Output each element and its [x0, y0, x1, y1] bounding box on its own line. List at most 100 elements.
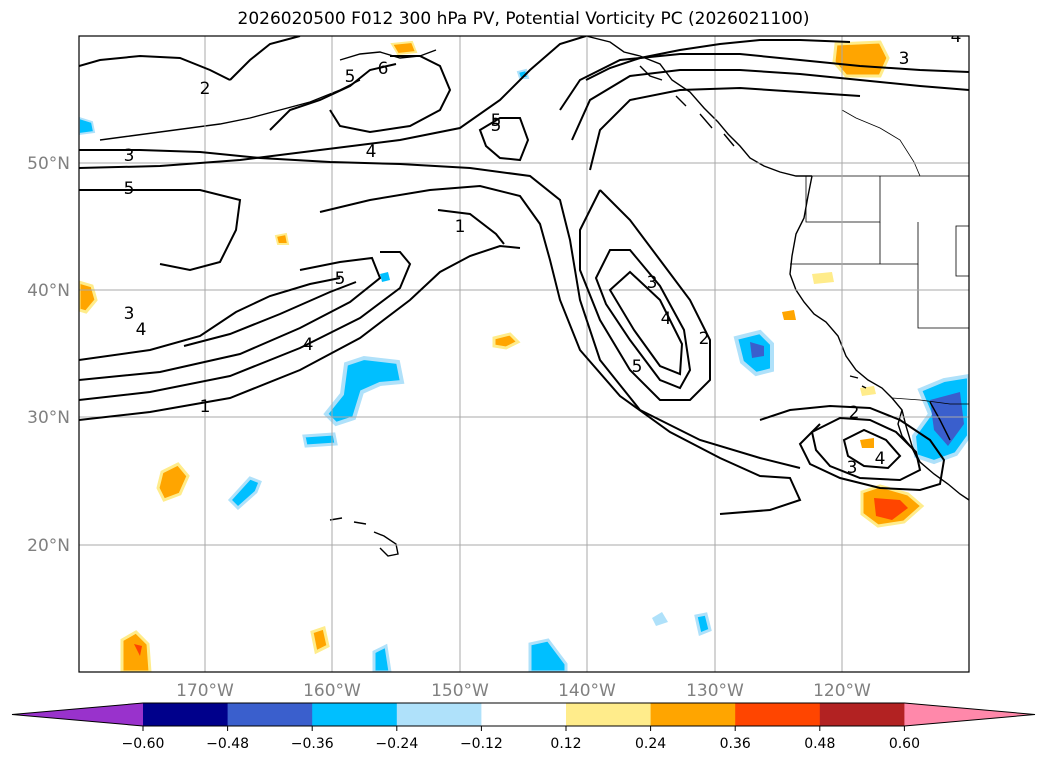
contour-3-jet [79, 256, 382, 381]
colorbar-tick-label: 0.12 [550, 736, 581, 752]
coast-westcoast [789, 175, 969, 501]
border-us-mexico [891, 397, 969, 405]
contour-mex-4 [842, 428, 902, 470]
contour-north-4 [79, 36, 587, 169]
contour-trough-2 [559, 53, 969, 111]
fill-positive-small7 [860, 386, 876, 396]
contour-6 [329, 55, 452, 134]
fill-negative-hawaii-n2 [302, 432, 338, 448]
contour-trough-inner-a [579, 189, 711, 401]
colorbar-segment [650, 703, 736, 726]
contour-label: 3 [899, 49, 910, 69]
colorbar-extend-max [904, 703, 1035, 726]
contour-label: 4 [136, 320, 147, 340]
contour-east-trough-outer [585, 39, 851, 81]
fill-negative-ca-core [750, 342, 764, 358]
fill-negative-tiny2 [380, 272, 390, 282]
coastlines [99, 36, 969, 557]
colorbar-tick-label: −0.48 [206, 736, 249, 752]
fill-positive-bottom-core [134, 644, 142, 656]
fill-negative-south2 [372, 643, 392, 672]
contour-north-5 [79, 189, 242, 272]
fill-positive-small1 [310, 626, 330, 655]
contour-small-5 [478, 117, 530, 162]
contour-label: 5 [491, 116, 502, 136]
colorbar-segment [396, 703, 482, 726]
fill-positive-small3 [812, 272, 834, 284]
colorbar-tick-label: −0.12 [460, 736, 503, 752]
border-states3 [917, 225, 969, 329]
fill-negative-tiny [516, 68, 530, 79]
contour-label: 1 [455, 217, 466, 237]
colorbar-tick-label: −0.24 [375, 736, 418, 752]
pv-contours [79, 36, 969, 515]
lat-label-50n: 50°N [27, 154, 70, 174]
contour-label: 5 [124, 179, 135, 199]
coast-bc-islands [639, 65, 735, 147]
fill-positive-small2 [492, 332, 521, 350]
contour-east-arm-1 [319, 184, 802, 515]
colorbar-segment [819, 703, 905, 726]
contour-4-jet [79, 277, 341, 361]
contour-labels: 2 3 5 4 5 6 5 3 5 4 3 4 4 1 1 5 3 4 2 5 … [124, 36, 962, 478]
contour-5-jet [183, 281, 357, 347]
contour-north-3 [79, 149, 801, 469]
fill-positive-bottom [120, 630, 152, 672]
fill-negative-south1 [528, 638, 568, 672]
contour-label: 4 [366, 142, 377, 162]
contour-label: 5 [632, 357, 643, 377]
lon-label-120w: 120°W [813, 681, 871, 701]
contour-label: 4 [875, 449, 886, 469]
colorbar-tick-label: 0.24 [635, 736, 666, 752]
fill-positive-small8 [860, 438, 874, 448]
contour-label: 3 [124, 304, 135, 324]
contour-label: 1 [200, 397, 211, 417]
map-border [78, 35, 970, 673]
border-states1 [805, 176, 881, 223]
map-title: 2026020500 F012 300 hPa PV, Potential Vo… [237, 9, 810, 29]
pv-anomaly-fills [79, 40, 969, 672]
colorbar-segment [735, 703, 821, 726]
contour-label: 4 [303, 335, 314, 355]
lon-label-170w: 170°W [176, 681, 234, 701]
map-area [79, 36, 969, 672]
contour-1-jet [79, 244, 521, 421]
contour-label: 3 [647, 273, 658, 293]
longitude-labels: 170°W 160°W 150°W 140°W 130°W 120°W [176, 681, 871, 701]
contour-mex-3 [810, 416, 922, 482]
contour-label: 5 [335, 269, 346, 289]
coast-alaska [585, 36, 812, 177]
latitude-labels: 50°N 40°N 30°N 20°N [27, 154, 70, 556]
lat-label-20n: 20°N [27, 536, 70, 556]
fill-positive-small5 [390, 40, 418, 56]
colorbar-segment [566, 703, 652, 726]
contour-label: 3 [847, 458, 858, 478]
lon-label-140w: 140°W [558, 681, 616, 701]
lon-label-160w: 160°W [303, 681, 361, 701]
coast-socal-islands [849, 375, 867, 389]
lat-label-40n: 40°N [27, 281, 70, 301]
colorbar-tick-label: 0.60 [889, 736, 920, 752]
contour-label: 2 [849, 403, 860, 423]
contour-label: 4 [661, 309, 672, 329]
fill-negative-south3 [694, 612, 712, 637]
coast-aleutians [99, 79, 361, 141]
contour-nw-2 [79, 54, 231, 81]
colorbar-segment [143, 703, 229, 726]
contour-kamchatka-5 [269, 63, 397, 131]
colorbar-extend-min [12, 703, 143, 726]
graticule [79, 36, 969, 672]
fill-positive-small6 [274, 232, 290, 245]
contour-trough-3 [571, 69, 969, 141]
contour-2-jet [79, 251, 412, 401]
colorbar-segment [312, 703, 398, 726]
fill-positive-small4 [782, 310, 796, 320]
fill-negative-hawaii-n [323, 355, 405, 427]
colorbar-tick-label: −0.60 [122, 736, 165, 752]
contour-mex-2 [759, 404, 946, 492]
lon-label-150w: 150°W [431, 681, 489, 701]
contour-label: 2 [200, 79, 211, 99]
fill-negative-nw [79, 116, 96, 136]
contour-east-arm-2 [437, 209, 505, 245]
